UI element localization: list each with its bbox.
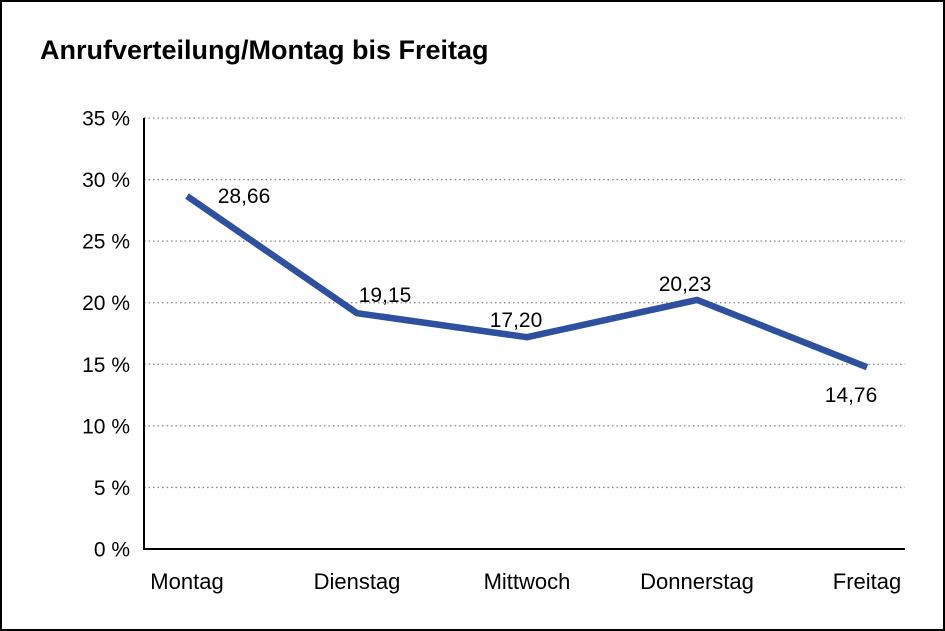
y-tick-label-30: 30 % — [82, 169, 130, 192]
data-label-Freitag: 14,76 — [825, 384, 878, 407]
x-category-label-freitag: Freitag — [833, 569, 901, 594]
y-tick-label-10: 10 % — [82, 415, 130, 438]
x-category-label-donnerstag: Donnerstag — [640, 569, 754, 594]
chart-title: Anrufverteilung/Montag bis Freitag — [40, 35, 489, 65]
x-category-label-dienstag: Dienstag — [314, 569, 401, 594]
y-tick-label-15: 15 % — [82, 354, 130, 377]
y-tick-label-35: 35 % — [82, 108, 130, 131]
y-tick-label-25: 25 % — [82, 231, 130, 254]
x-category-label-montag: Montag — [150, 569, 223, 594]
y-tick-label-20: 20 % — [82, 292, 130, 315]
y-tick-label-5: 5 % — [94, 477, 130, 500]
data-label-Dienstag: 19,15 — [359, 284, 412, 307]
x-category-label-mittwoch: Mittwoch — [484, 569, 571, 594]
data-line-Anrufverteilung — [185, 193, 869, 371]
data-label-Montag: 28,66 — [218, 185, 271, 208]
y-tick-label-0: 0 % — [94, 539, 130, 562]
data-label-Mittwoch: 17,20 — [490, 309, 543, 332]
data-label-Donnerstag: 20,23 — [659, 273, 712, 296]
